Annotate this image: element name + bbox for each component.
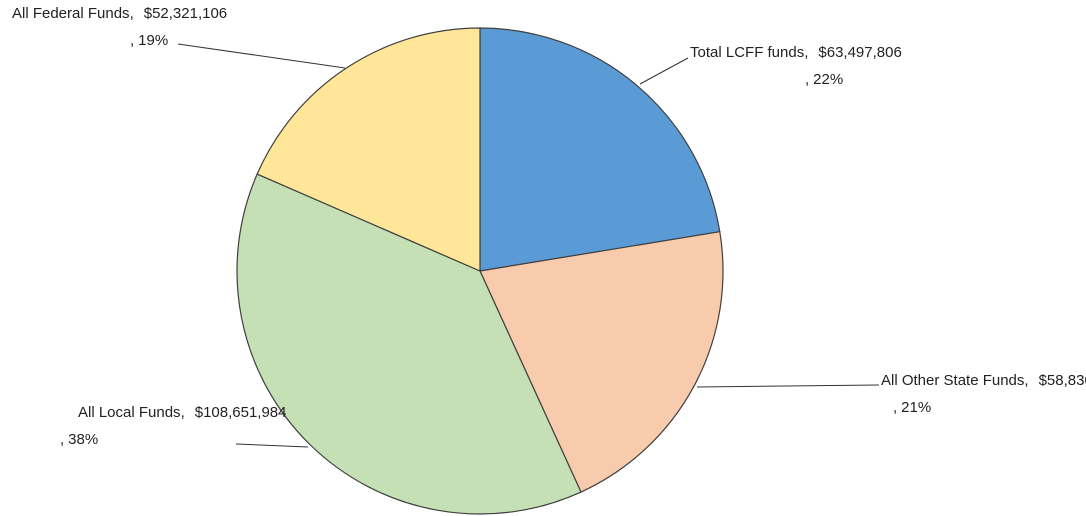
data-label: , 38% — [60, 431, 98, 448]
label-separator: , — [804, 44, 808, 61]
pie-slice — [236, 173, 582, 515]
data-label: All Local Funds, $108,651,984 — [78, 404, 287, 421]
label-category: Total LCFF funds — [690, 44, 804, 61]
label-percent: 22% — [813, 71, 843, 88]
pie-slice — [256, 27, 481, 272]
label-percent: 38% — [68, 431, 98, 448]
label-percent: 19% — [138, 32, 168, 49]
data-label: , 22% — [805, 71, 843, 88]
data-label: , 19% — [130, 32, 168, 49]
leader-line — [235, 443, 309, 448]
label-separator: , — [60, 431, 64, 448]
label-separator: , — [1024, 372, 1028, 389]
label-separator: , — [893, 399, 897, 416]
label-separator: , — [805, 71, 809, 88]
label-percent: 21% — [901, 399, 931, 416]
label-separator: , — [181, 404, 185, 421]
data-label: , 21% — [893, 399, 931, 416]
label-separator: , — [130, 5, 134, 22]
data-label: All Federal Funds, $52,321,106 — [12, 5, 227, 22]
pie-slice — [479, 27, 721, 272]
label-value: $52,321,106 — [144, 5, 227, 22]
pie-slice — [479, 230, 724, 493]
label-category: All Federal Funds — [12, 5, 130, 22]
label-value: $58,830,862 — [1039, 372, 1086, 389]
label-separator: , — [130, 32, 134, 49]
data-label: Total LCFF funds, $63,497,806 — [690, 44, 902, 61]
leader-line — [639, 57, 689, 85]
label-category: All Other State Funds — [881, 372, 1024, 389]
leader-line — [696, 384, 880, 388]
label-category: All Local Funds — [78, 404, 181, 421]
data-label: All Other State Funds, $58,830,862 — [881, 372, 1086, 389]
leader-line — [177, 43, 346, 69]
label-value: $63,497,806 — [818, 44, 901, 61]
label-value: $108,651,984 — [195, 404, 287, 421]
